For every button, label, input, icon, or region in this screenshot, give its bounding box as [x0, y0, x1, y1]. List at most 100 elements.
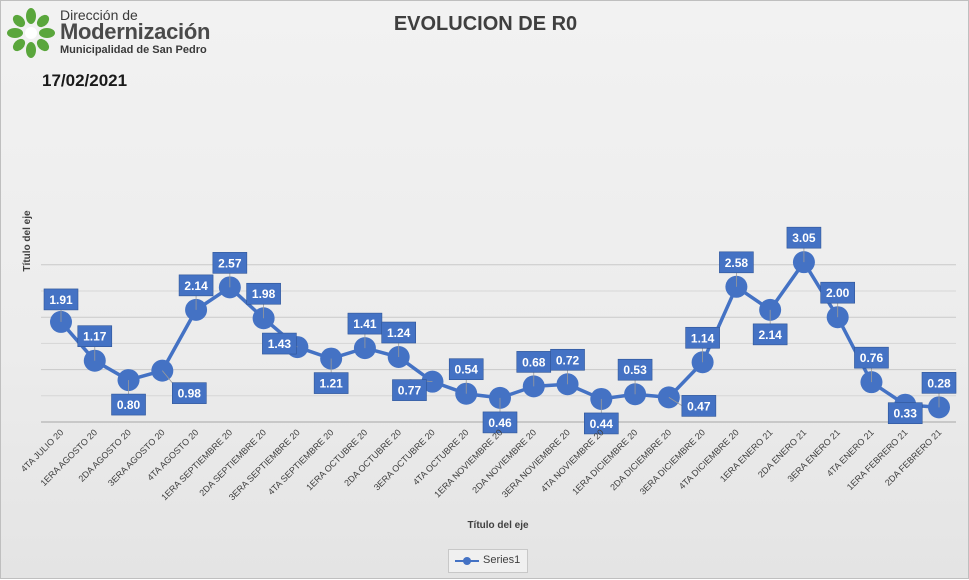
- data-label-text: 1.21: [319, 377, 343, 391]
- x-axis-title: Título del eje: [467, 520, 529, 531]
- data-label: 0.44: [584, 398, 619, 435]
- data-label-box: [172, 382, 207, 404]
- data-label-text: 1.17: [83, 330, 107, 344]
- x-tick-label: 2DA NOVIEMBRE 20: [470, 427, 538, 495]
- data-label-box: [246, 282, 281, 305]
- data-label-box: [617, 358, 653, 381]
- logo-line2: Modernización: [60, 19, 211, 44]
- data-label: 0.47: [668, 395, 717, 417]
- data-label-text: 1.91: [49, 293, 73, 307]
- x-tick-label: 3ERA AGOSTO 20: [106, 427, 167, 488]
- data-label-box: [381, 321, 416, 344]
- data-label: 0.33: [887, 402, 923, 425]
- data-label: 0.77: [392, 379, 433, 401]
- data-label-box: [752, 323, 788, 346]
- data-label-box: [719, 251, 754, 274]
- data-label-box: [786, 226, 822, 249]
- data-label-box: [685, 326, 720, 349]
- data-label: 2.58: [719, 251, 754, 287]
- data-label-box: [550, 348, 585, 371]
- x-tick-label: 2DA DICIEMBRE 20: [608, 427, 673, 492]
- data-label-text: 0.44: [590, 417, 614, 431]
- data-label-box: [392, 379, 427, 401]
- data-label: 0.72: [550, 348, 585, 385]
- data-label-box: [448, 358, 484, 381]
- data-label-box: [854, 346, 889, 369]
- x-tick-label: 1ERA FEBRERO 21: [845, 427, 910, 492]
- data-label: 1.98: [246, 282, 281, 319]
- data-label-box: [820, 281, 855, 304]
- data-label: 0.53: [617, 358, 653, 395]
- data-label-box: [212, 252, 248, 274]
- x-tick-label: 3ERA NOVIEMBRE 20: [500, 427, 572, 499]
- data-label-text: 0.76: [860, 351, 884, 365]
- data-label: 0.54: [448, 358, 484, 394]
- data-label-text: 2.14: [758, 328, 782, 342]
- data-label-text: 0.72: [556, 353, 580, 367]
- data-label: 0.68: [516, 351, 552, 387]
- data-label-box: [313, 372, 349, 394]
- data-label: 0.98: [161, 370, 207, 404]
- data-label-box: [482, 411, 518, 434]
- data-label: 1.41: [347, 312, 383, 349]
- data-label-text: 1.43: [268, 337, 292, 351]
- data-label-text: 0.68: [522, 355, 546, 369]
- modernizacion-logo: Dirección de Modernización Municipalidad…: [7, 5, 217, 61]
- data-label-text: 1.98: [252, 287, 276, 301]
- date-label: 17/02/2021: [42, 71, 128, 90]
- data-label: 0.28: [921, 372, 957, 408]
- data-label: 2.14: [752, 309, 788, 346]
- data-label: 1.14: [685, 326, 720, 363]
- legend-series-name: Series1: [483, 554, 521, 566]
- x-tick-label: 2DA FEBRERO 21: [883, 427, 943, 487]
- data-label-text: 0.28: [927, 376, 951, 390]
- data-label-text: 2.14: [184, 279, 208, 293]
- data-label: 3.05: [786, 226, 822, 263]
- data-label-text: 2.00: [826, 286, 850, 300]
- data-label-box: [262, 332, 297, 355]
- data-label-text: 1.41: [353, 317, 377, 331]
- data-label-box: [584, 412, 619, 435]
- legend-dot-marker: [463, 557, 471, 565]
- x-tick-label: 1ERA NOVIEMBRE 20: [432, 427, 504, 499]
- data-label-text: 0.47: [687, 399, 711, 413]
- x-tick-label: 2DA SEPTIEMBRE 20: [197, 427, 268, 498]
- data-label: 1.43: [262, 332, 298, 355]
- data-label: 1.24: [381, 321, 416, 358]
- logo-line3: Municipalidad de San Pedro: [60, 44, 207, 56]
- leaf-star-logo-icon: [7, 8, 55, 58]
- y-axis-title: Título del eje: [22, 210, 33, 272]
- data-label-box: [43, 288, 79, 311]
- data-label: 0.76: [854, 346, 889, 383]
- x-tick-label: 1ERA AGOSTO 20: [38, 427, 99, 488]
- legend: Series1: [448, 549, 528, 573]
- x-tick-label: 4TA SEPTIEMBRE 20: [266, 427, 336, 497]
- data-label-text: 2.58: [725, 256, 749, 270]
- x-tick-label: 4TA DICIEMBRE 20: [677, 427, 741, 491]
- data-label-text: 0.46: [488, 416, 512, 430]
- data-label-box: [178, 274, 214, 297]
- data-label: 2.14: [178, 274, 214, 310]
- data-label-text: 1.14: [691, 331, 715, 345]
- data-label-box: [77, 325, 113, 347]
- logo-line1: Dirección de: [60, 7, 138, 23]
- x-tick-label: 2DA OCTUBRE 20: [342, 427, 403, 488]
- data-label-text: 0.77: [398, 384, 422, 398]
- data-label-text: 2.57: [218, 256, 242, 270]
- data-label: 2.00: [820, 281, 855, 318]
- x-tick-label: 4TA NOVIEMBRE 20: [539, 427, 606, 494]
- data-label: 2.57: [212, 252, 248, 288]
- x-tick-label: 3ERA DICIEMBRE 20: [638, 427, 707, 496]
- data-label-text: 0.98: [178, 387, 202, 401]
- data-label-box: [681, 395, 717, 417]
- data-label: 1.21: [313, 358, 349, 394]
- data-label-box: [887, 402, 923, 425]
- data-label-text: 0.53: [623, 363, 647, 377]
- chart-title: EVOLUCION DE R0: [393, 13, 578, 35]
- data-label-box: [921, 372, 957, 394]
- data-label: 1.17: [77, 325, 113, 361]
- data-label-text: 0.54: [455, 363, 479, 377]
- data-label-text: 0.80: [117, 398, 141, 412]
